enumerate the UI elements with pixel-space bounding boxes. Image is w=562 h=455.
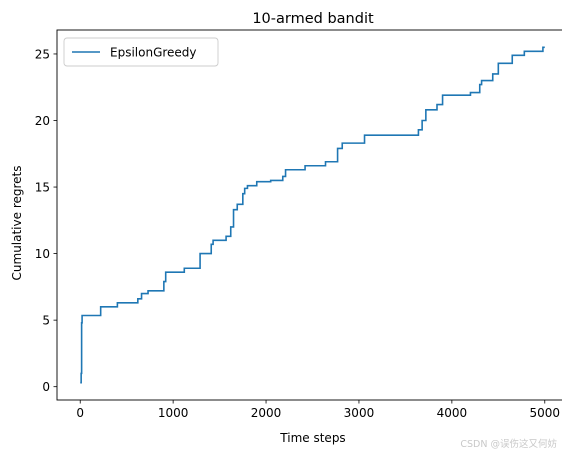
y-tick-label: 25 — [35, 47, 50, 61]
x-axis: 0 1000 2000 3000 4000 5000 — [76, 400, 560, 420]
legend-box — [63, 37, 219, 67]
y-tick-label: 10 — [35, 247, 50, 261]
legend-label: EpsilonGreedy — [110, 46, 197, 60]
series-line — [80, 46, 545, 384]
plot-frame — [56, 29, 562, 401]
y-tick-label: 20 — [35, 114, 50, 128]
x-tick-label: 5000 — [529, 406, 560, 420]
x-tick-label: 1000 — [158, 406, 189, 420]
x-tick-label: 2000 — [251, 406, 282, 420]
y-axis: 0 5 10 15 20 25 — [35, 47, 57, 394]
x-tick-label: 4000 — [437, 406, 468, 420]
x-tick-label: 0 — [76, 406, 84, 420]
y-tick-label: 15 — [35, 180, 50, 194]
x-tick-label: 3000 — [344, 406, 375, 420]
y-axis-label: Cumulative regrets — [10, 166, 24, 281]
watermark-text: CSDN @误伤这又何妨 — [460, 438, 557, 450]
y-tick-label: 0 — [42, 380, 50, 394]
chart-title: 10-armed bandit — [252, 11, 374, 27]
y-tick-label: 5 — [42, 313, 50, 327]
x-axis-label: Time steps — [279, 431, 345, 445]
series-layer — [80, 46, 545, 384]
legend: EpsilonGreedy — [63, 37, 219, 67]
